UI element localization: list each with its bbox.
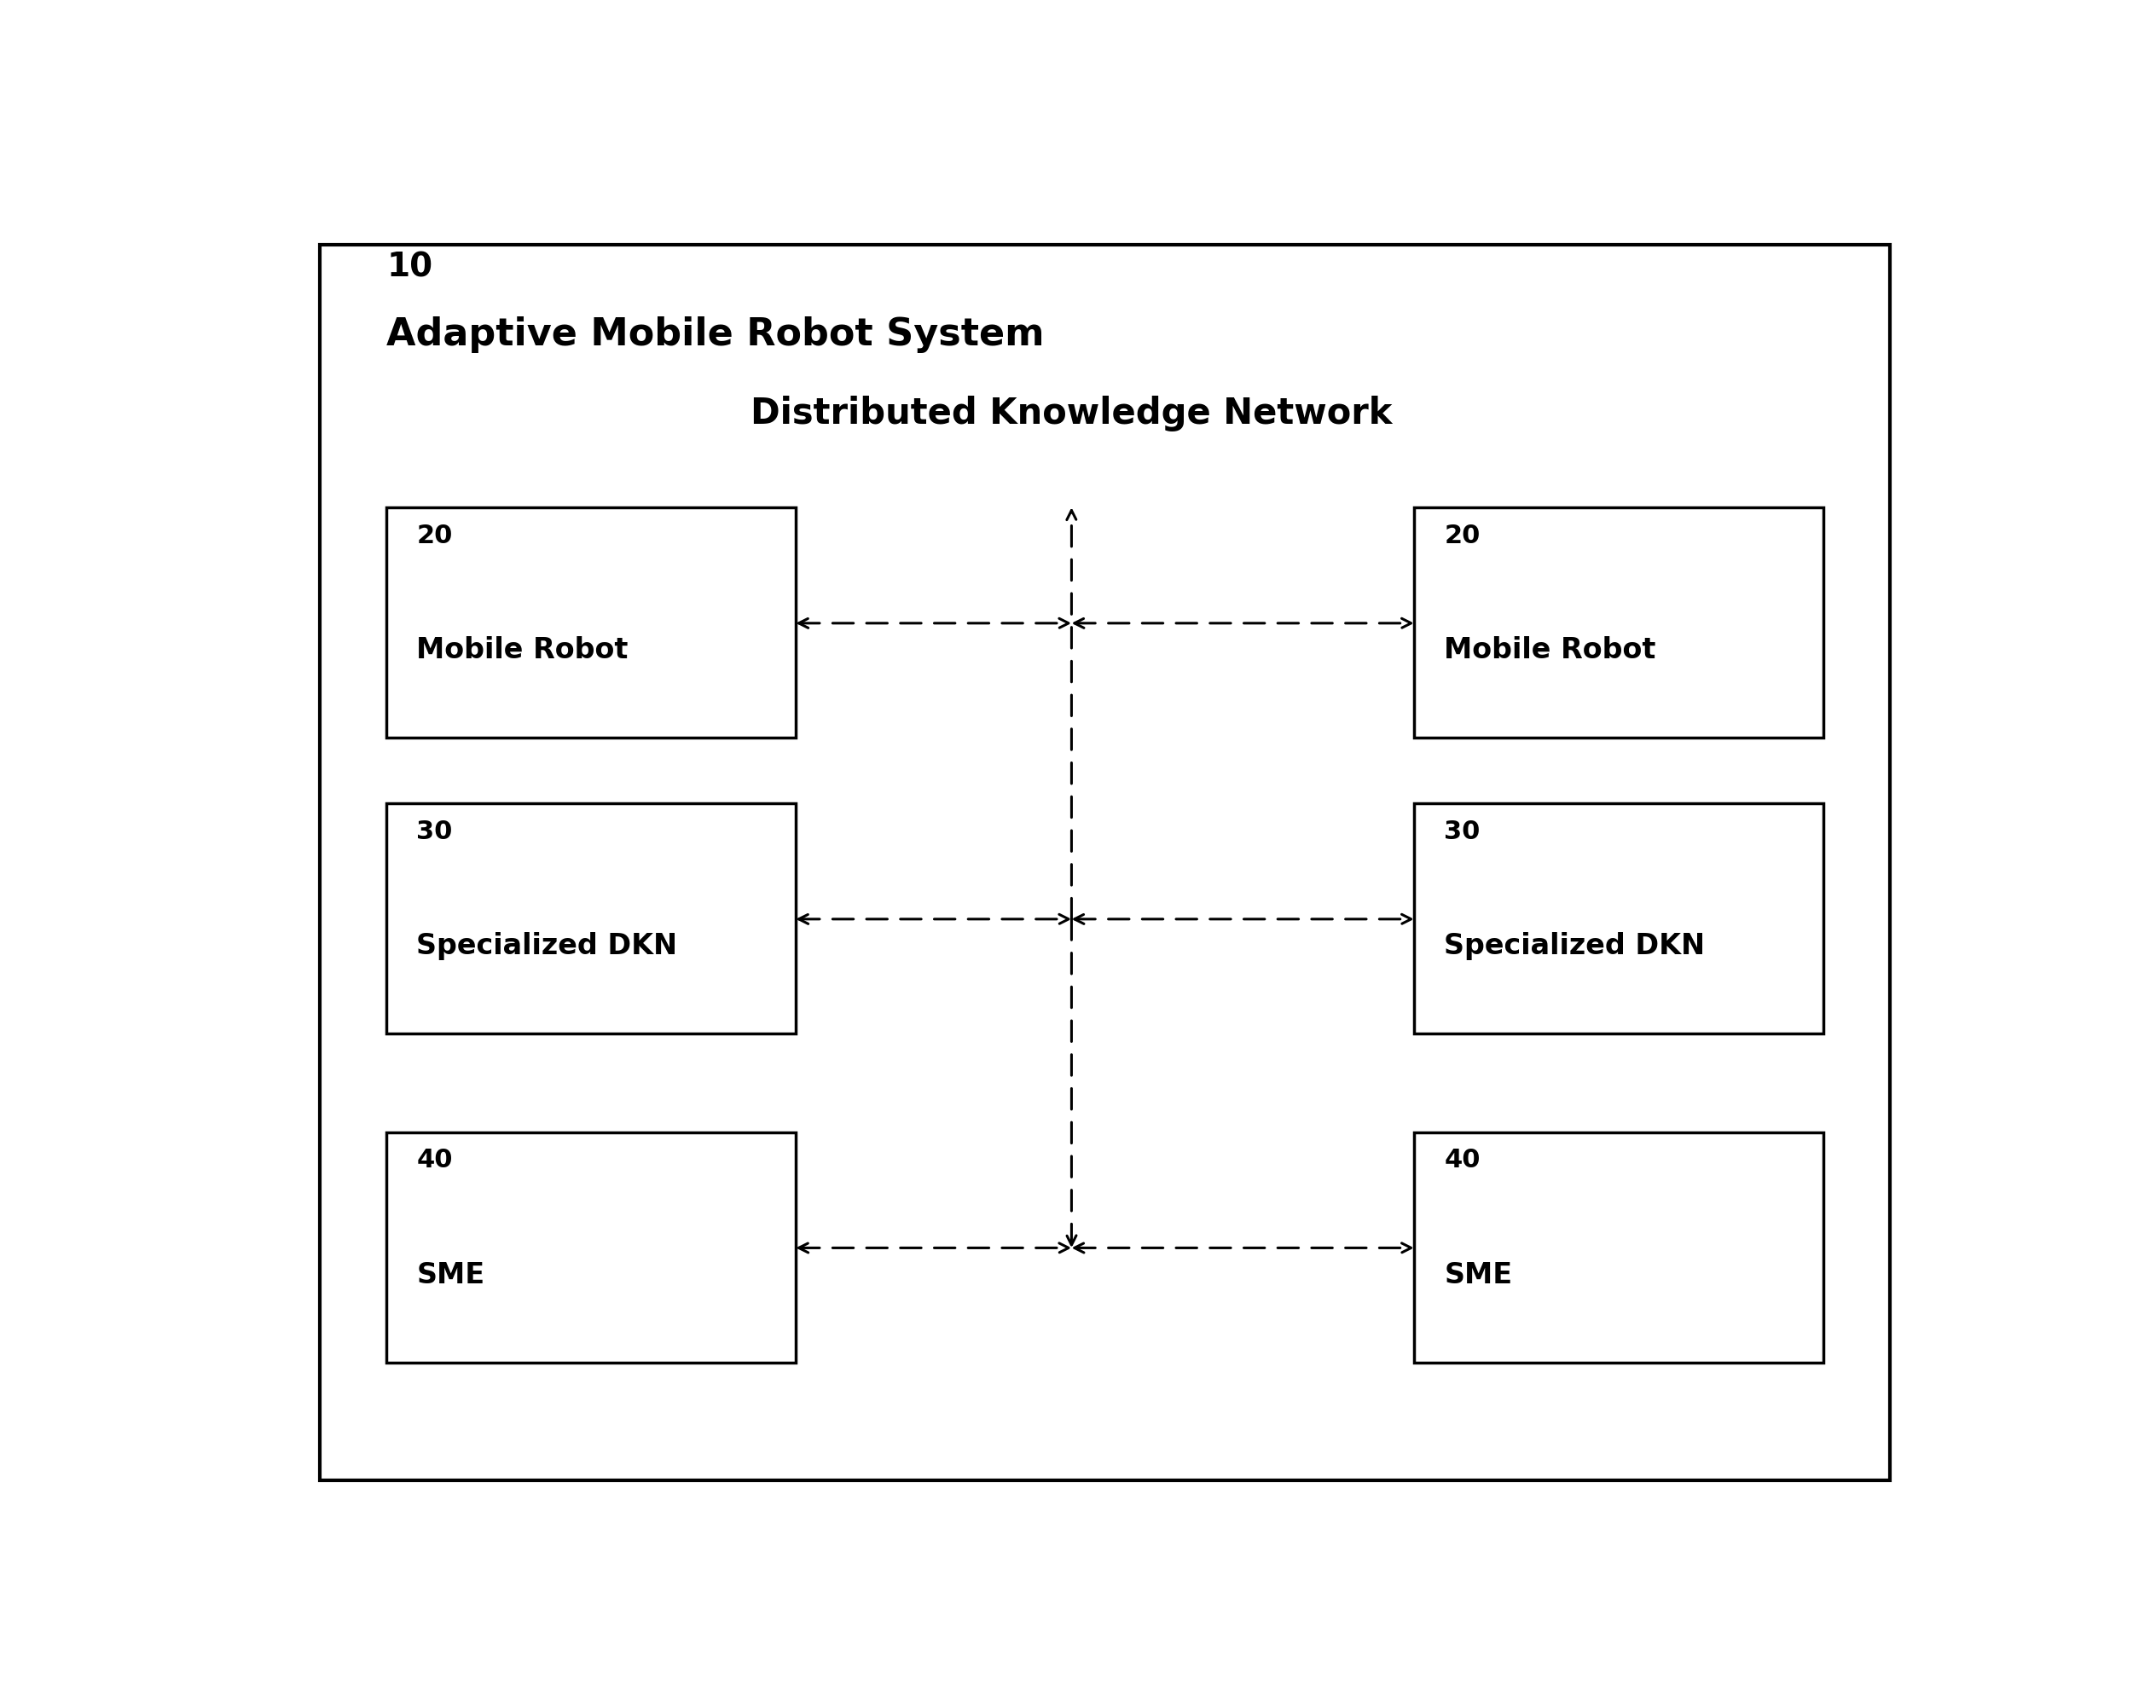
Bar <box>386 507 796 738</box>
Text: Specialized DKN: Specialized DKN <box>416 933 677 960</box>
Text: Distributed Knowledge Network: Distributed Knowledge Network <box>750 396 1393 432</box>
Bar <box>386 1132 796 1363</box>
Text: SME: SME <box>1445 1261 1514 1290</box>
Text: Mobile Robot: Mobile Robot <box>1445 635 1656 664</box>
Text: 30: 30 <box>416 820 453 844</box>
Bar <box>1414 803 1824 1033</box>
Text: 20: 20 <box>1445 523 1481 548</box>
Bar <box>1414 1132 1824 1363</box>
Text: 10: 10 <box>386 251 433 284</box>
Text: 30: 30 <box>1445 820 1481 844</box>
Bar <box>1414 507 1824 738</box>
Text: 40: 40 <box>1445 1148 1481 1173</box>
Text: Adaptive Mobile Robot System: Adaptive Mobile Robot System <box>386 316 1044 354</box>
Text: Mobile Robot: Mobile Robot <box>416 635 627 664</box>
Text: Specialized DKN: Specialized DKN <box>1445 933 1705 960</box>
Text: SME: SME <box>416 1261 485 1290</box>
Text: 40: 40 <box>416 1148 453 1173</box>
Text: 20: 20 <box>416 523 453 548</box>
Bar <box>386 803 796 1033</box>
